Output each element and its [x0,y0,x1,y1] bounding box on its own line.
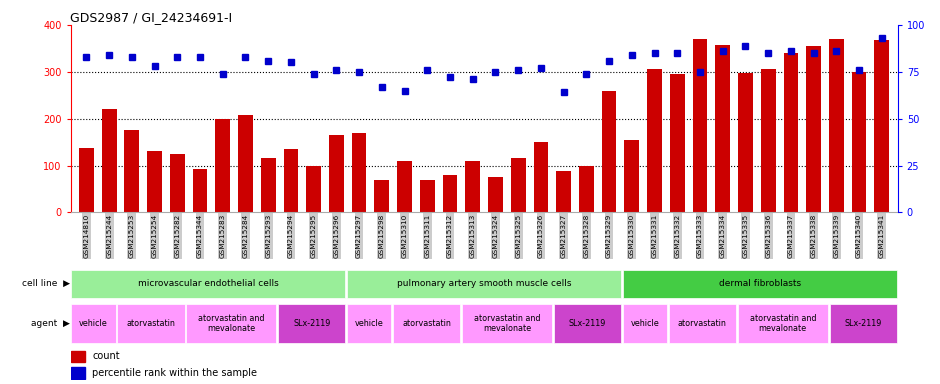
FancyBboxPatch shape [186,304,276,343]
Text: atorvastatin and
mevalonate: atorvastatin and mevalonate [474,314,540,333]
Text: atorvastatin and
mevalonate: atorvastatin and mevalonate [749,314,816,333]
Text: pulmonary artery smooth muscle cells: pulmonary artery smooth muscle cells [397,279,572,288]
Bar [534,142,548,212]
Text: atorvastatin: atorvastatin [678,319,727,328]
Bar [443,175,458,212]
FancyBboxPatch shape [347,304,391,343]
Bar [465,161,480,212]
FancyBboxPatch shape [71,304,116,343]
Text: agent  ▶: agent ▶ [31,319,70,328]
Text: percentile rank within the sample: percentile rank within the sample [92,368,257,378]
Bar [352,133,367,212]
FancyBboxPatch shape [554,304,621,343]
Text: atorvastatin: atorvastatin [127,319,176,328]
Bar [124,131,139,212]
Bar [215,119,230,212]
FancyBboxPatch shape [118,304,184,343]
Bar [624,140,639,212]
Bar [715,45,730,212]
Bar [647,70,662,212]
Bar [420,180,434,212]
FancyBboxPatch shape [71,270,345,298]
Bar [829,39,844,212]
Bar [602,91,617,212]
Text: count: count [92,351,119,361]
Text: SLx-2119: SLx-2119 [844,319,882,328]
FancyBboxPatch shape [393,304,461,343]
Bar [760,70,776,212]
Text: vehicle: vehicle [79,319,108,328]
Text: microvascular endothelial cells: microvascular endothelial cells [138,279,279,288]
FancyBboxPatch shape [738,304,828,343]
Bar [70,367,86,379]
Bar [148,151,162,212]
Bar [510,159,525,212]
FancyBboxPatch shape [347,270,621,298]
Text: vehicle: vehicle [354,319,384,328]
Bar [102,109,117,212]
Bar [693,39,708,212]
Bar [738,73,753,212]
Bar [306,166,321,212]
Text: atorvastatin: atorvastatin [402,319,451,328]
FancyBboxPatch shape [462,304,552,343]
Bar [193,169,208,212]
Text: atorvastatin and
mevalonate: atorvastatin and mevalonate [198,314,264,333]
Bar [374,180,389,212]
Text: SLx-2119: SLx-2119 [293,319,331,328]
Bar [284,149,298,212]
Bar [260,157,275,212]
Bar [556,171,571,212]
Text: GDS2987 / GI_24234691-I: GDS2987 / GI_24234691-I [70,11,232,24]
Bar [579,166,594,212]
Text: vehicle: vehicle [631,319,659,328]
Text: SLx-2119: SLx-2119 [569,319,606,328]
FancyBboxPatch shape [623,270,897,298]
FancyBboxPatch shape [830,304,897,343]
FancyBboxPatch shape [278,304,345,343]
Bar [852,72,867,212]
Bar [238,115,253,212]
FancyBboxPatch shape [668,304,736,343]
Text: dermal fibroblasts: dermal fibroblasts [719,279,801,288]
Bar [170,154,184,212]
Bar [398,161,412,212]
Text: cell line  ▶: cell line ▶ [22,279,70,288]
Bar [79,148,94,212]
Bar [670,74,684,212]
Bar [807,46,821,212]
Bar [874,40,889,212]
Bar [488,177,503,212]
Bar [784,53,798,212]
Bar [70,351,86,362]
FancyBboxPatch shape [623,304,667,343]
Bar [329,135,344,212]
